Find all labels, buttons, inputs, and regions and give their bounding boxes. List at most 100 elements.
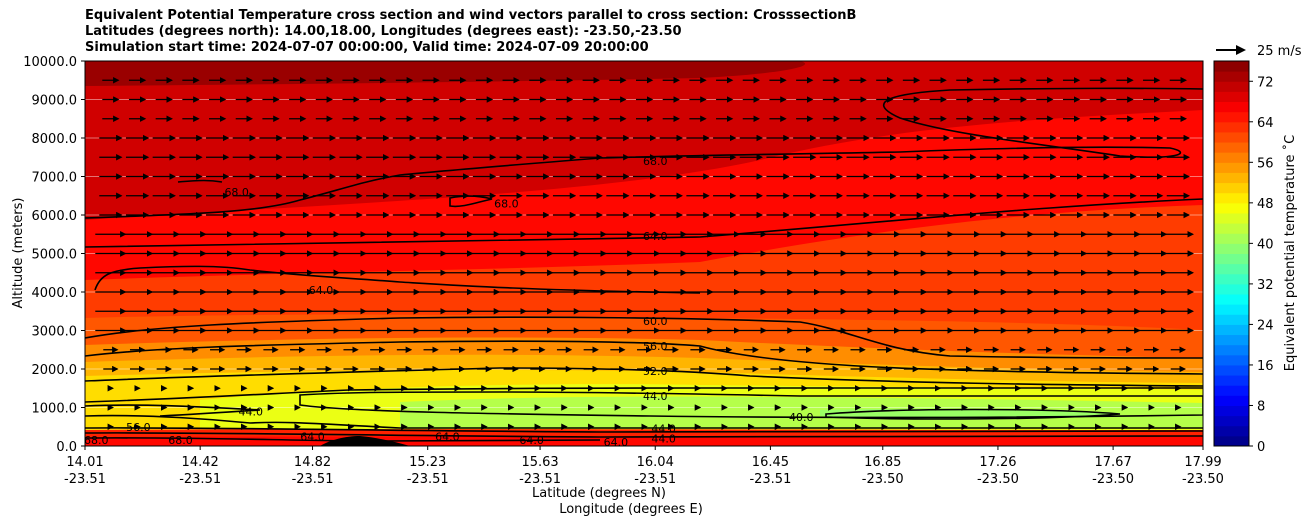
colorbar-segment [1214,344,1249,356]
colorbar-segment [1214,253,1249,265]
x-tick-label-lon: -23.51 [634,472,676,487]
x-tick-label-lon: -23.51 [749,472,791,487]
y-axis-ticks: 0.0 1000.0 2000.0 3000.0 4000.0 5000.0 6000.0 7… [23,55,85,455]
x-tick-label-lon: -23.51 [407,472,449,487]
quiver-key: 25 m/s [1216,44,1302,59]
colorbar-segment [1214,202,1249,214]
contour-line-10 [85,427,1203,433]
y-tick-label: 1000.0 [32,402,78,417]
colorbar-segment [1214,263,1249,275]
wind-vectors [95,77,1195,430]
contour-label: 40.0 [789,411,814,424]
colorbar-segment [1214,243,1249,254]
colorbar-segment [1214,71,1249,82]
colorbar: 0 8 16 24 32 40 48 56 64 72 [1213,60,1274,455]
colorbar-segment [1214,192,1249,204]
contour-label: 64.0 [519,434,544,447]
colorbar-tick-label: 64 [1257,116,1274,131]
x-tick-label-lon: -23.51 [64,472,106,487]
contour-label: 64.0 [300,430,325,443]
x-axis-ticks: 14.01 -23.51 14.42 -23.51 14.82 -23.51 15.23 -2… [64,446,1224,487]
colorbar-segment [1214,415,1249,427]
y-tick-label: 4000.0 [32,286,78,301]
contour-label: 56.0 [643,340,668,353]
colorbar-segment [1214,283,1249,295]
x-tick-label-lon: -23.50 [1182,472,1224,487]
x-tick-label-lon: -23.50 [1092,472,1134,487]
contour-label: 60.0 [643,315,668,328]
contour-label: 68.0 [84,434,109,447]
x-tick-label-lon: -23.51 [519,472,561,487]
colorbar-segment [1214,385,1249,396]
colorbar-segment [1214,354,1249,366]
colorbar-segment [1214,395,1249,406]
colorbar-tick-label: 24 [1257,318,1274,333]
contour-line-6 [299,391,1203,419]
colorbar-tick-label: 8 [1257,399,1265,414]
x-tick-label-lon: -23.50 [977,472,1019,487]
x-tick-label-lat: 16.04 [637,455,674,470]
plot-area [85,61,1203,446]
colorbar-tick-label: 16 [1257,359,1274,374]
colorbar-tick-label: 48 [1257,197,1274,212]
x-tick-label-lon: -23.51 [292,472,334,487]
colorbar-segment [1214,182,1249,194]
colorbar-tick-label: 40 [1257,237,1274,252]
terrain-blob [320,436,410,446]
contour-label: 68.0 [494,197,519,210]
contour-line-3 [85,340,1203,375]
colorbar-tick-label: 0 [1257,440,1265,455]
colorbar-segment [1214,375,1249,386]
x-tick-label-lat: 15.23 [409,455,446,470]
y-tick-label: 9000.0 [32,94,78,109]
contour-label: 64.0 [309,284,334,297]
colorbar-segment [1214,364,1249,376]
x-tick-label-lat: 17.26 [979,455,1016,470]
colorbar-segment [1214,162,1249,173]
x-tick-label-lon: -23.51 [179,472,221,487]
y-tick-label: 0.0 [56,440,77,455]
x-tick-label-lat: 17.67 [1095,455,1132,470]
y-tick-label: 10000.0 [23,55,77,70]
contour-label: 44.0 [238,405,263,418]
contour-label: 68.0 [168,434,193,447]
x-tick-label-lat: 17.99 [1184,455,1221,470]
x-tick-label-lat: 16.45 [752,455,789,470]
colorbar-segment [1214,142,1249,153]
x-tick-label-lon: -23.50 [862,472,904,487]
contour-lines [85,87,1203,446]
x-tick-label-lat: 14.42 [182,455,219,470]
colorbar-segment [1214,81,1249,92]
x-tick-label-lat: 14.01 [66,455,103,470]
colorbar-tick-label: 32 [1257,278,1274,293]
contour-label: 52.0 [643,365,668,378]
colorbar-segment [1214,314,1249,325]
colorbar-tick-label: 56 [1257,156,1274,171]
colorbar-segment [1214,131,1249,143]
contour-label: 56.0 [126,421,151,434]
x-tick-label-lat: 15.63 [521,455,558,470]
colorbar-segment [1214,273,1249,285]
contour-line-14 [177,179,223,183]
colorbar-segment [1214,101,1249,113]
colorbar-segment [1214,324,1249,336]
contour-band-11 [85,436,1203,446]
colorbar-segment [1214,61,1249,72]
contour-band-8 [400,396,1203,428]
x-tick-label-lat: 16.85 [864,455,901,470]
colorbar-segment [1214,304,1249,315]
contour-line-0 [85,87,1203,219]
y-tick-label: 6000.0 [32,209,78,224]
contour-labels: 68.0 68.0 68.0 64.0 64.0 60.0 56.0 52.0 44.0 44.0… [84,155,814,449]
y-axis-label: Altitude (meters) [11,198,26,309]
contour-label: 44.0 [643,390,668,403]
y-tick-label: 5000.0 [32,248,78,263]
colorbar-tick-label: 72 [1257,75,1274,90]
quiver-key-label: 25 m/s [1257,44,1302,59]
chart-title-line-2: Latitudes (degrees north): 14.00,18.00, … [85,24,682,39]
colorbar-segment [1214,91,1249,103]
contour-label: 64.0 [435,430,460,443]
contour-line-11 [85,432,1203,438]
colorbar-segment [1214,172,1249,184]
